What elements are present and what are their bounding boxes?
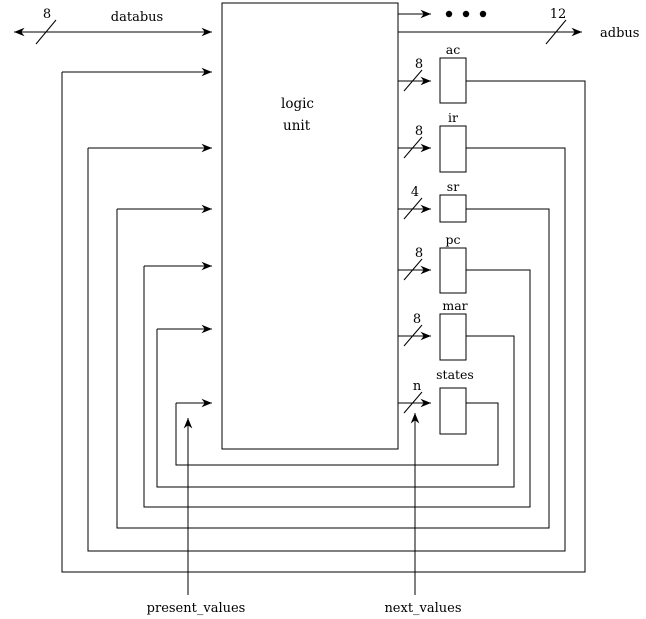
present-values-annotation: present_values: [147, 418, 246, 616]
register-states-width-label: n: [413, 379, 422, 394]
register-ac-width-label: 8: [415, 57, 423, 72]
register-sr[interactable]: sr 4: [398, 179, 467, 223]
register-ac[interactable]: ac 8: [398, 42, 467, 104]
register-ir-rect[interactable]: [439, 125, 467, 173]
adbus-bus[interactable]: 12 adbus: [398, 7, 639, 45]
present-values-label: present_values: [147, 601, 246, 616]
register-ir-width-slash: [403, 136, 423, 159]
register-ac-rect[interactable]: [439, 57, 467, 104]
register-states-label: states: [436, 367, 474, 382]
register-ir[interactable]: ir 8: [398, 110, 467, 173]
register-mar-width-label: 8: [413, 312, 421, 327]
adbus-width-label: 12: [550, 7, 567, 22]
register-ac-width-slash: [403, 69, 423, 92]
register-ir-width-label: 8: [415, 124, 423, 139]
logic-unit-label-line1: logic: [281, 96, 314, 112]
continuation-dots-group: [398, 9, 487, 19]
register-states-width-slash: [403, 391, 423, 414]
register-pc-label: pc: [445, 232, 460, 247]
register-mar-width-slash: [403, 324, 423, 347]
register-sr-rect[interactable]: [439, 194, 467, 223]
databus-width-label: 8: [43, 7, 51, 22]
register-pc-rect[interactable]: [439, 247, 467, 294]
logic-unit-label-line2: unit: [283, 118, 311, 134]
register-sr-width-slash: [403, 197, 423, 220]
feedback-path-ac: [61, 72, 586, 573]
feedback-path-pc: [143, 266, 531, 508]
databus-bus[interactable]: 8 databus: [14, 7, 212, 45]
continuation-dot-1: [445, 10, 453, 18]
register-mar[interactable]: mar 8: [398, 298, 468, 361]
adbus-label: adbus: [600, 26, 639, 41]
databus-width-slash: [35, 19, 57, 45]
databus-label: databus: [111, 10, 163, 25]
register-states-rect[interactable]: [439, 387, 467, 435]
feedback-path-states: [175, 402, 499, 466]
register-pc-width-label: 8: [415, 246, 423, 261]
register-mar-rect[interactable]: [439, 313, 467, 361]
register-ir-label: ir: [448, 110, 458, 125]
register-mar-label: mar: [442, 298, 467, 313]
register-states[interactable]: states n: [398, 367, 474, 435]
register-pc[interactable]: pc 8: [398, 232, 467, 294]
next-values-label: next_values: [384, 601, 461, 616]
register-sr-width-label: 4: [411, 185, 419, 200]
continuation-dot-3: [479, 10, 487, 18]
register-ac-label: ac: [446, 42, 460, 57]
register-sr-label: sr: [447, 179, 459, 194]
continuation-dot-2: [462, 10, 470, 18]
feedback-path-ir: [87, 147, 566, 552]
logic-unit-block[interactable]: logic unit: [221, 2, 399, 450]
register-pc-width-slash: [403, 258, 423, 281]
adbus-width-slash: [545, 19, 567, 45]
feedback-path-mar: [156, 329, 515, 488]
next-values-annotation: next_values: [384, 413, 462, 616]
feedback-path-sr: [116, 208, 550, 529]
logic-unit-rect[interactable]: [221, 2, 399, 450]
